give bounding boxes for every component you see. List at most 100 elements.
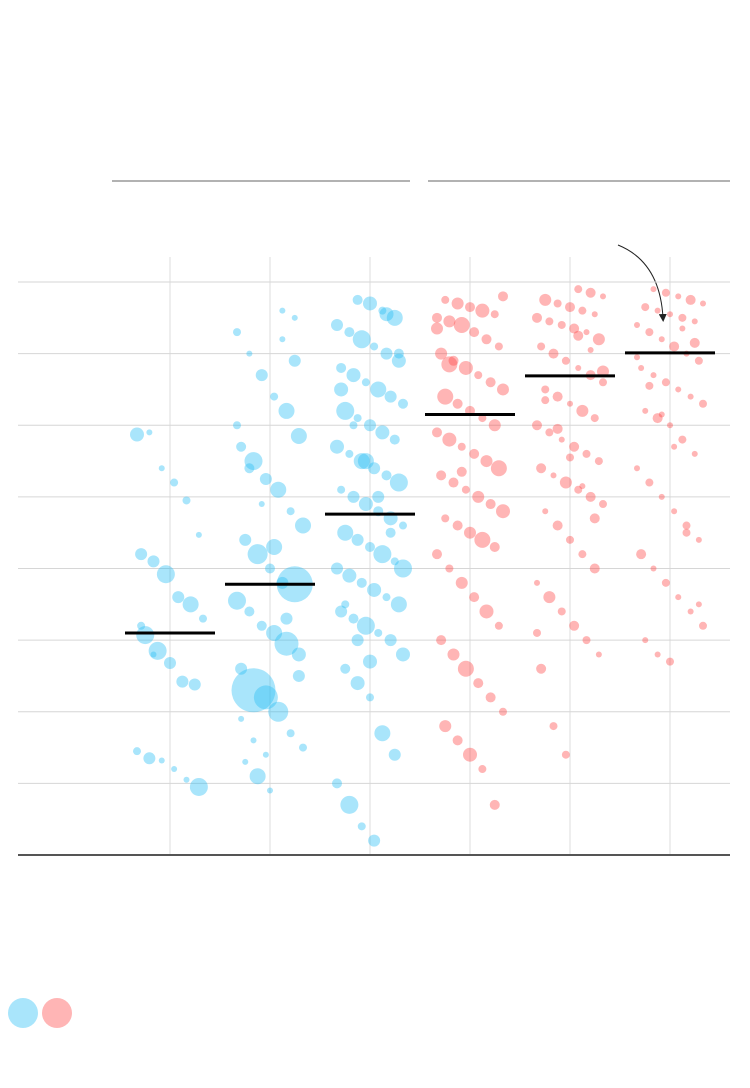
dot (431, 322, 443, 335)
dot (599, 500, 607, 509)
dot (536, 463, 547, 474)
dot (574, 285, 583, 294)
dot (498, 291, 508, 302)
dot (464, 526, 476, 539)
dot (600, 293, 606, 300)
dot (533, 628, 541, 637)
dot (567, 400, 573, 407)
dot (480, 455, 493, 468)
dot (363, 296, 377, 311)
dot (353, 414, 362, 423)
dot (195, 531, 202, 538)
dot (398, 398, 408, 409)
dot (346, 368, 361, 383)
dot (645, 328, 654, 337)
dot (553, 299, 562, 308)
dot (441, 295, 450, 304)
dot (671, 508, 678, 515)
dot (231, 668, 276, 713)
dot (594, 457, 603, 466)
dot (171, 766, 178, 773)
dot (557, 320, 566, 329)
dot (255, 369, 268, 382)
dot (391, 353, 406, 368)
dot (396, 647, 410, 662)
dot (497, 383, 509, 396)
dot (645, 381, 654, 390)
dot (259, 472, 272, 485)
dot (267, 787, 273, 794)
dot (687, 608, 694, 615)
dot (370, 381, 387, 398)
dot (452, 735, 463, 746)
dot (442, 432, 457, 447)
dot (652, 413, 663, 424)
dot (356, 616, 375, 635)
dot (372, 490, 385, 503)
dot (461, 485, 470, 494)
dot (469, 448, 480, 459)
dot (265, 563, 275, 574)
dot (642, 407, 649, 414)
dot (678, 313, 687, 322)
dot (364, 419, 376, 432)
dot (147, 555, 160, 568)
dot (545, 428, 554, 437)
dot (332, 778, 342, 789)
dot (366, 693, 374, 702)
dot (441, 356, 458, 373)
dot (469, 327, 480, 338)
dot (574, 485, 583, 494)
dot (566, 535, 574, 544)
dot (569, 441, 580, 452)
dot (557, 607, 566, 616)
dot (337, 485, 346, 494)
dot (675, 386, 682, 393)
dot (463, 747, 477, 762)
dot (599, 378, 607, 387)
dot (382, 593, 391, 602)
dot (268, 701, 289, 722)
dot (136, 626, 155, 645)
dot (436, 470, 447, 481)
dot (235, 662, 248, 675)
dot (384, 634, 397, 647)
dot (636, 549, 647, 560)
dot (258, 501, 265, 508)
dot (437, 388, 454, 405)
dot (592, 333, 605, 346)
dot (573, 330, 584, 341)
dot (585, 491, 596, 502)
dot (292, 669, 305, 682)
dot (286, 507, 295, 516)
dot (582, 636, 591, 645)
dot (367, 582, 382, 597)
dot (666, 657, 674, 666)
dot (336, 401, 355, 420)
dot (478, 765, 487, 774)
dot (445, 564, 454, 573)
dot (246, 350, 253, 357)
dot (432, 427, 442, 438)
dot (148, 641, 167, 660)
dot (658, 411, 665, 418)
dot (164, 657, 176, 670)
dot (389, 473, 408, 492)
dot (436, 635, 447, 646)
dot (650, 565, 657, 572)
dot (534, 579, 540, 586)
dot (490, 460, 507, 477)
dot (595, 651, 602, 658)
dot (582, 449, 591, 458)
dot (474, 371, 483, 380)
dot (390, 596, 407, 613)
dot (465, 302, 475, 313)
dot (189, 777, 208, 796)
dot (559, 476, 572, 489)
dot (541, 385, 550, 394)
dot (496, 504, 510, 519)
dot (270, 481, 287, 498)
dot (474, 531, 491, 548)
dot (569, 323, 580, 334)
